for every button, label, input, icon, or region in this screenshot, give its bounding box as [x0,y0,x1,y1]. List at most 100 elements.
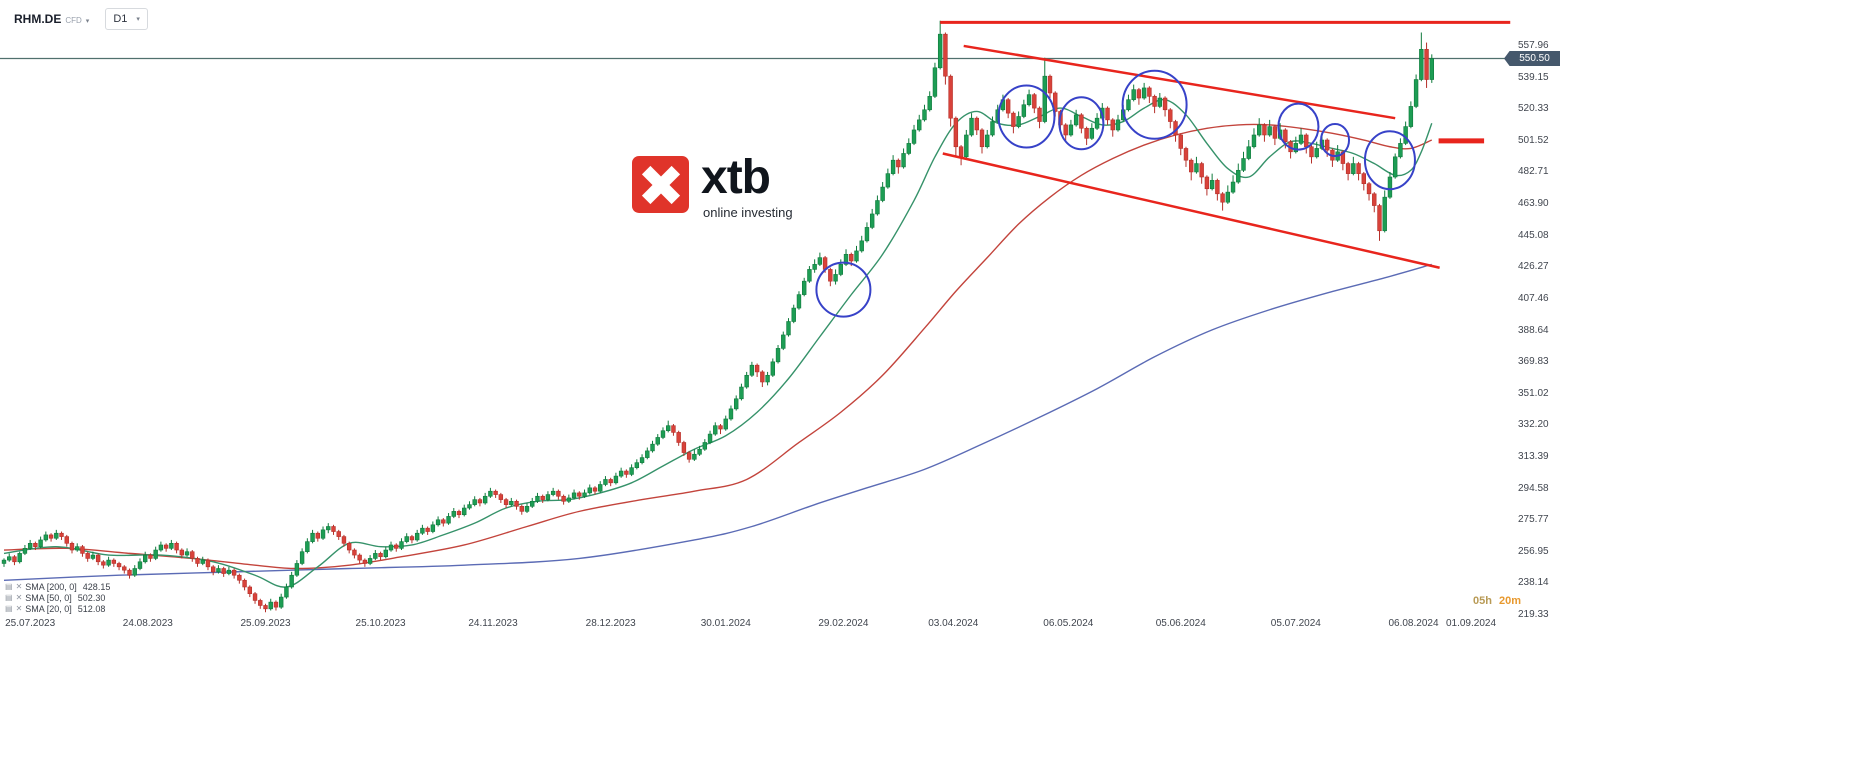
candle-body [786,321,791,336]
candle-body [624,470,629,475]
candle-body [713,425,718,435]
candle-body [425,527,430,532]
candle-body [901,153,906,168]
candle-body [116,563,122,568]
candle-body [911,129,917,144]
price-axis-label: 219.33 [1518,609,1549,620]
candle-body [1293,143,1299,153]
candle-body [80,546,85,554]
candle-body [1236,169,1241,183]
candle-body [430,524,436,532]
candle-body [666,425,671,432]
candle-body [1115,119,1121,131]
candle-body [414,532,420,541]
candle-body [645,450,650,458]
time-axis-label: 24.08.2023 [122,618,173,629]
candle-body [817,257,823,265]
candle-body [875,200,880,215]
price-axis[interactable]: 550.50 557.96 539.15 520.33 501.52 482.71 463… [1504,0,1604,759]
candle-body [299,551,305,564]
price-axis-label: 369.83 [1518,356,1549,368]
candle-body [1073,114,1079,126]
candle-body [1178,134,1183,149]
candle-body [211,566,216,573]
indicator-settings-icon[interactable]: ▤ [5,603,13,613]
candle-body [530,500,535,507]
candle-body [1084,127,1089,139]
candle-body [1021,104,1027,117]
chevron-down-icon: ▾ [85,18,90,25]
price-axis-label: 313.39 [1518,450,1549,462]
xtb-watermark: xtb online investing [632,153,793,220]
candle-body [1251,134,1257,148]
indicator-settings-icon[interactable]: ▤ [5,592,13,602]
price-axis-label: 482.71 [1518,166,1549,178]
candle-body [1162,97,1168,111]
price-axis-label: 332.20 [1518,419,1549,431]
indicator-remove-icon[interactable]: ✕ [15,603,23,613]
candle-body [174,543,179,551]
candle-body [917,119,922,131]
candle-body [221,568,226,574]
candle-body [493,490,498,495]
candle-body [284,586,289,598]
candle-body [1324,139,1330,151]
indicator-remove-icon[interactable]: ✕ [15,592,23,602]
indicator-remove-icon[interactable]: ✕ [15,581,23,591]
time-axis[interactable]: 25.07.2023 24.08.2023 25.09.2023 25.10.2023… [0,612,1520,636]
candle-body [252,593,258,601]
candle-body [979,129,985,148]
candle-body [90,554,96,559]
candle-body [801,280,807,295]
candle-body [1356,163,1361,174]
candle-body [754,364,760,373]
timeframe-select[interactable]: D1 ▾ [105,8,148,30]
candle-body [341,536,347,544]
candle-body [1126,99,1131,111]
candle-body [95,554,101,563]
price-axis-label: 238.14 [1518,577,1549,589]
candle-body [1257,124,1262,136]
candle-body [943,33,948,77]
candle-body [1,559,7,564]
price-axis-label: 388.64 [1518,324,1549,336]
candle-body [697,448,702,455]
candle-body [1089,127,1095,139]
countdown-minutes: 20m [1499,595,1522,607]
candle-body [1361,173,1367,185]
time-axis-label: 29.02.2024 [818,618,869,629]
symbol-selector[interactable]: RHM.DE CFD ▾ [14,12,89,26]
candle-body [1424,48,1429,80]
xtb-logo-icon [632,156,689,213]
time-axis-label: 03.04.2024 [928,618,979,629]
candle-body [1016,116,1021,127]
candle-body [791,307,796,322]
candle-body [122,566,127,571]
highlight-circle-5 [1277,102,1320,151]
candle-body [1094,117,1100,129]
candle-body [179,549,185,556]
candle-body [456,511,462,516]
candle-body [948,75,953,119]
candle-body [54,532,59,539]
candle-body [48,534,54,539]
candle-body [1199,163,1204,178]
candle-body [864,227,870,242]
candle-body [488,490,493,497]
candle-body [1283,129,1288,143]
candle-body [352,549,357,556]
candle-body [1136,89,1142,99]
candle-body [1047,75,1053,94]
price-axis-label: 445.08 [1518,229,1549,241]
candle-body [1298,134,1304,144]
indicator-settings-icon[interactable]: ▤ [5,581,13,591]
candle-body [1314,148,1319,158]
candle-body [686,452,692,460]
candle-body [681,442,687,453]
candlestick-chart[interactable] [0,0,1520,759]
candle-body [1063,124,1068,136]
candle-body [828,269,833,282]
highlight-circle-4 [1121,69,1188,140]
candle-body [43,534,49,541]
